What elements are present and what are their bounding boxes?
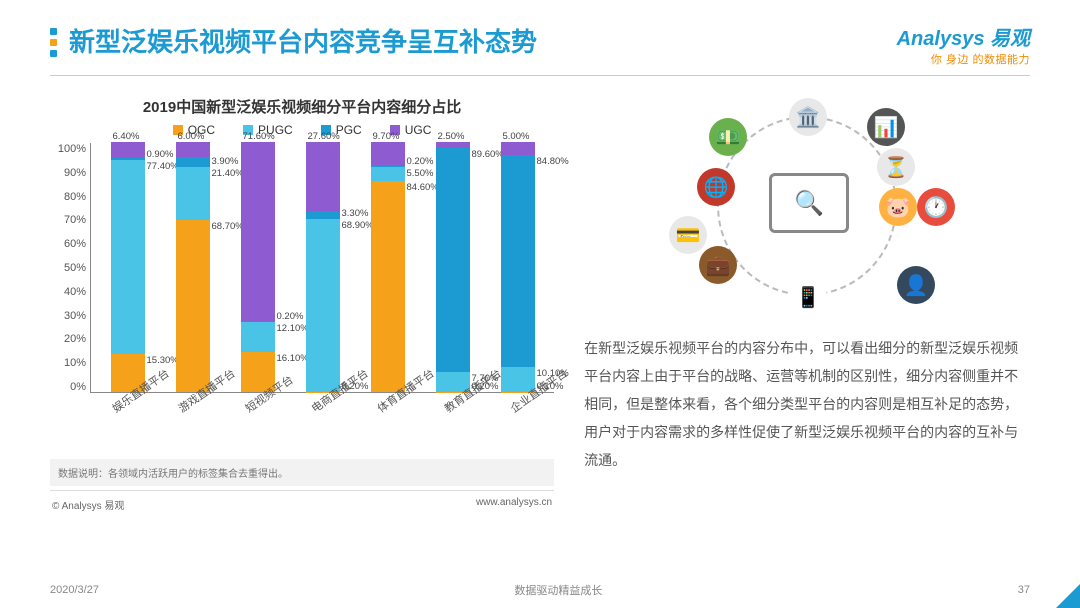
bar-column: 15.30%77.40%0.90%6.40% xyxy=(111,142,145,392)
bar-segment: 2.50% xyxy=(436,142,470,148)
page-footer: 2020/3/27 数据驱动精益成长 37 xyxy=(0,582,1080,598)
page-title: 新型泛娱乐视频平台内容竞争呈互补态势 xyxy=(69,22,537,59)
bar-segment: 21.40% xyxy=(176,167,210,221)
infographic: 🏛️ 💵 📱 🐷 🌐 📊⏳ 💼💳 👤 🕐 🔍 xyxy=(584,96,1030,316)
infographic-icon: 💵 xyxy=(709,118,747,156)
y-axis: 0%10%20%30%40%50%60%70%80%90%100% xyxy=(50,143,90,393)
infographic-center-icon: 🔍 xyxy=(769,173,849,233)
bar-segment: 84.80% xyxy=(501,155,535,367)
infographic-icon: 💳 xyxy=(669,216,707,254)
infographic-icon: 🌐 xyxy=(697,168,735,206)
bar-segment: 5.50% xyxy=(371,167,405,181)
bar-column: 0.20%7.70%89.60%2.50% xyxy=(436,142,470,392)
chart-title: 2019中国新型泛娱乐视频细分平台内容细分占比 xyxy=(50,96,554,117)
chart-footer: © Analysys 易观 www.analysys.cn xyxy=(50,490,554,518)
infographic-icon: 🏛️ xyxy=(789,98,827,136)
bar-column: 84.60%5.50%0.20%9.70% xyxy=(371,142,405,392)
bar-segment: 27.60% xyxy=(306,142,340,211)
bar-segment: 0.90% xyxy=(111,158,145,160)
footer-center: 数据驱动精益成长 xyxy=(514,582,602,598)
bar-segment: 89.60% xyxy=(436,148,470,372)
infographic-icon: 🕐 xyxy=(917,188,955,226)
bar-segment: 5.00% xyxy=(501,142,535,155)
footer-page: 37 xyxy=(1018,584,1030,596)
bar-segment: 71.60% xyxy=(241,142,275,321)
bar-column: 68.70%21.40%3.90%6.00% xyxy=(176,142,210,392)
footer-date: 2020/3/27 xyxy=(50,584,99,596)
bar-segment: 6.00% xyxy=(176,142,210,157)
data-note: 数据说明：各领域内活跃用户的标签集合去重得出。 xyxy=(50,459,554,486)
bar-column: 0.20%68.90%3.30%27.60% xyxy=(306,142,340,392)
copyright: © Analysys 易观 xyxy=(52,497,124,512)
bar-segment: 84.60% xyxy=(371,181,405,393)
logo-sub: 你 身边 的数据能力 xyxy=(897,51,1030,67)
infographic-icon: 📱 xyxy=(789,278,827,316)
bar-column: 16.10%12.10%0.20%71.60% xyxy=(241,142,275,392)
bar-segment: 3.30% xyxy=(306,211,340,219)
body-text: 在新型泛娱乐视频平台的内容分布中，可以看出细分的新型泛娱乐视频平台内容上由于平台… xyxy=(584,334,1030,474)
corner-accent xyxy=(1056,584,1080,608)
bar-segment: 9.70% xyxy=(371,142,405,166)
infographic-icon: 💼 xyxy=(699,246,737,284)
brand-logo: Analysys 易观 你 身边 的数据能力 xyxy=(897,22,1030,67)
title-dots xyxy=(50,28,57,57)
bar-segment: 3.90% xyxy=(176,157,210,167)
bar-segment: 77.40% xyxy=(111,160,145,354)
bar-column: 0.10%10.10%84.80%5.00% xyxy=(501,142,535,392)
infographic-icon: 👤 xyxy=(897,266,935,304)
bar-segment: 0.20% xyxy=(241,321,275,322)
logo-main: Analysys 易观 xyxy=(897,22,1030,51)
plot-area: 15.30%77.40%0.90%6.40%68.70%21.40%3.90%6… xyxy=(90,143,554,393)
bar-segment: 68.90% xyxy=(306,219,340,391)
stacked-bar-chart: 0%10%20%30%40%50%60%70%80%90%100% 15.30%… xyxy=(50,143,554,393)
infographic-icon: ⏳ xyxy=(877,148,915,186)
x-axis-labels: 娱乐直播平台游戏直播平台短视频平台电商直播平台体育直播平台教育直播平台企业直播平… xyxy=(50,403,554,419)
bar-segment: 12.10% xyxy=(241,322,275,352)
bar-segment: 6.40% xyxy=(111,142,145,158)
infographic-icon: 🐷 xyxy=(879,188,917,226)
website: www.analysys.cn xyxy=(476,497,552,512)
infographic-icon: 📊 xyxy=(867,108,905,146)
bar-segment: 68.70% xyxy=(176,220,210,392)
bar-segment: 0.20% xyxy=(371,166,405,167)
